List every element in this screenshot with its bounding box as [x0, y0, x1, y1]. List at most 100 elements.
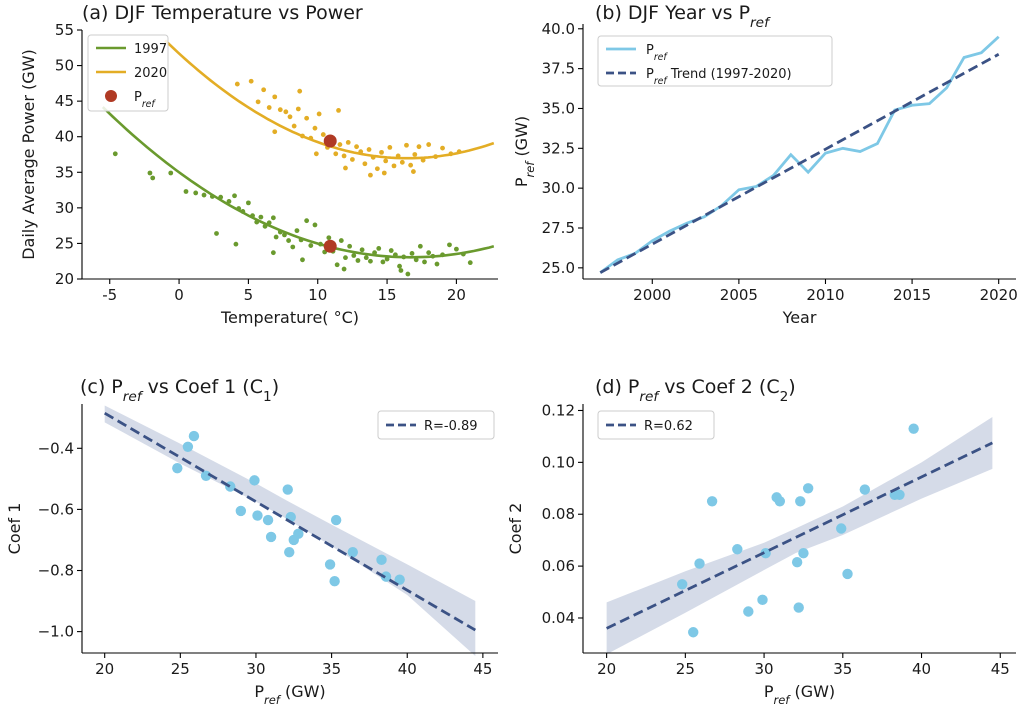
y-tick-label: 25 — [55, 234, 74, 252]
panel-title: (b) DJF Year vs Pref — [595, 2, 771, 31]
x-tick-label: 30 — [246, 660, 265, 678]
text-span: 1 — [263, 389, 272, 405]
point-2020 — [416, 144, 422, 150]
point-1997 — [422, 259, 427, 265]
point-2020 — [266, 105, 272, 110]
panel-title: (a) DJF Temperature vs Power — [82, 2, 363, 24]
point-2020 — [283, 109, 289, 115]
legend-label: R=-0.89 — [424, 419, 478, 434]
point-2020 — [297, 88, 303, 94]
x-tick-label: 35 — [322, 660, 341, 678]
x-tick-label: 0 — [174, 286, 184, 304]
text-span: P — [134, 90, 142, 105]
point-2020 — [440, 145, 445, 151]
y-tick-label: 40 — [55, 128, 74, 146]
point-1997 — [347, 243, 353, 249]
pref-marker — [323, 239, 337, 253]
y-tick-label: 0.12 — [542, 401, 575, 419]
point-2020 — [255, 99, 261, 105]
x-axis-label: Temperature( °C) — [220, 308, 359, 327]
point-2020 — [426, 142, 432, 147]
data-point — [252, 510, 263, 521]
point-2020 — [381, 170, 387, 176]
legend-label: Pref Trend (1997-2020) — [646, 67, 792, 87]
data-point — [842, 568, 853, 580]
x-tick-label: 30 — [755, 660, 774, 678]
y-tick-label: 50 — [55, 57, 74, 75]
text-span: ) — [272, 376, 279, 398]
data-point — [688, 627, 699, 638]
text-span: ref — [264, 693, 282, 705]
regression-line — [103, 411, 477, 632]
point-1997 — [326, 235, 332, 241]
data-point — [262, 514, 274, 526]
text-span: P — [254, 682, 264, 701]
point-1997 — [454, 246, 459, 252]
data-point — [706, 496, 718, 507]
pref-trend-line — [599, 53, 1000, 274]
x-tick-label: 2010 — [806, 286, 844, 304]
pref-marker — [323, 134, 337, 148]
point-2020 — [336, 107, 341, 113]
point-1997 — [150, 175, 156, 181]
legend-label: Pref — [646, 43, 668, 63]
point-1997 — [426, 250, 432, 256]
point-1997 — [183, 189, 189, 194]
plot-area-a — [101, 39, 495, 277]
x-tick-label: 25 — [171, 660, 190, 678]
data-point — [282, 484, 293, 495]
point-1997 — [147, 170, 153, 176]
point-2020 — [354, 144, 359, 150]
text-span: (b) DJF Year vs P — [595, 2, 750, 24]
point-1997 — [397, 263, 402, 269]
point-2020 — [287, 114, 293, 120]
text-span: (GW) — [789, 682, 835, 701]
point-2020 — [391, 163, 397, 169]
point-1997 — [447, 242, 452, 248]
x-tick-label: 20 — [597, 660, 616, 678]
data-point — [265, 531, 277, 543]
legend-d: R=0.62 — [597, 410, 715, 440]
data-point — [293, 528, 304, 540]
point-1997 — [300, 257, 305, 263]
y-tick-label: 35.0 — [542, 99, 575, 117]
x-tick-label: 2015 — [893, 286, 931, 304]
point-2020 — [234, 81, 240, 87]
point-1997 — [226, 199, 232, 204]
point-2020 — [272, 94, 278, 100]
text-span: Coef 1 — [5, 503, 24, 555]
point-2020 — [333, 151, 339, 157]
text-span: (d) P — [595, 376, 639, 398]
legend-label: Pref — [134, 90, 156, 110]
legend-frame — [377, 410, 495, 440]
text-span: (GW) — [280, 682, 326, 701]
data-point — [760, 547, 771, 559]
point-1997 — [286, 238, 292, 243]
y-tick-label: 0.04 — [542, 609, 575, 627]
text-span: 2 — [780, 389, 789, 405]
point-1997 — [380, 259, 386, 265]
point-1997 — [112, 151, 118, 157]
data-point — [284, 546, 295, 558]
point-1997 — [343, 255, 348, 261]
text-span: Year — [782, 308, 817, 327]
point-2020 — [366, 147, 372, 152]
y-tick-label: −0.4 — [38, 439, 74, 457]
data-point — [182, 441, 194, 452]
point-1997 — [273, 234, 279, 240]
text-span: P — [764, 682, 774, 701]
data-point — [249, 475, 260, 486]
point-2020 — [350, 157, 355, 162]
point-1997 — [384, 256, 390, 262]
point-2020 — [412, 152, 418, 157]
point-2020 — [408, 162, 414, 168]
y-tick-label: 40.0 — [542, 20, 575, 38]
point-1997 — [308, 243, 314, 248]
point-1997 — [376, 246, 382, 251]
panel-d: 20 25 30 35 40 45 0.04 0.06 0.08 0.10 0.12 Coef 2 Pr… — [506, 376, 1016, 705]
y-tick-label: −1.0 — [38, 623, 74, 641]
point-1997 — [294, 228, 300, 234]
y-axis-label: Pref (GW) — [512, 116, 537, 187]
point-1997 — [359, 247, 365, 253]
data-point — [330, 514, 342, 526]
